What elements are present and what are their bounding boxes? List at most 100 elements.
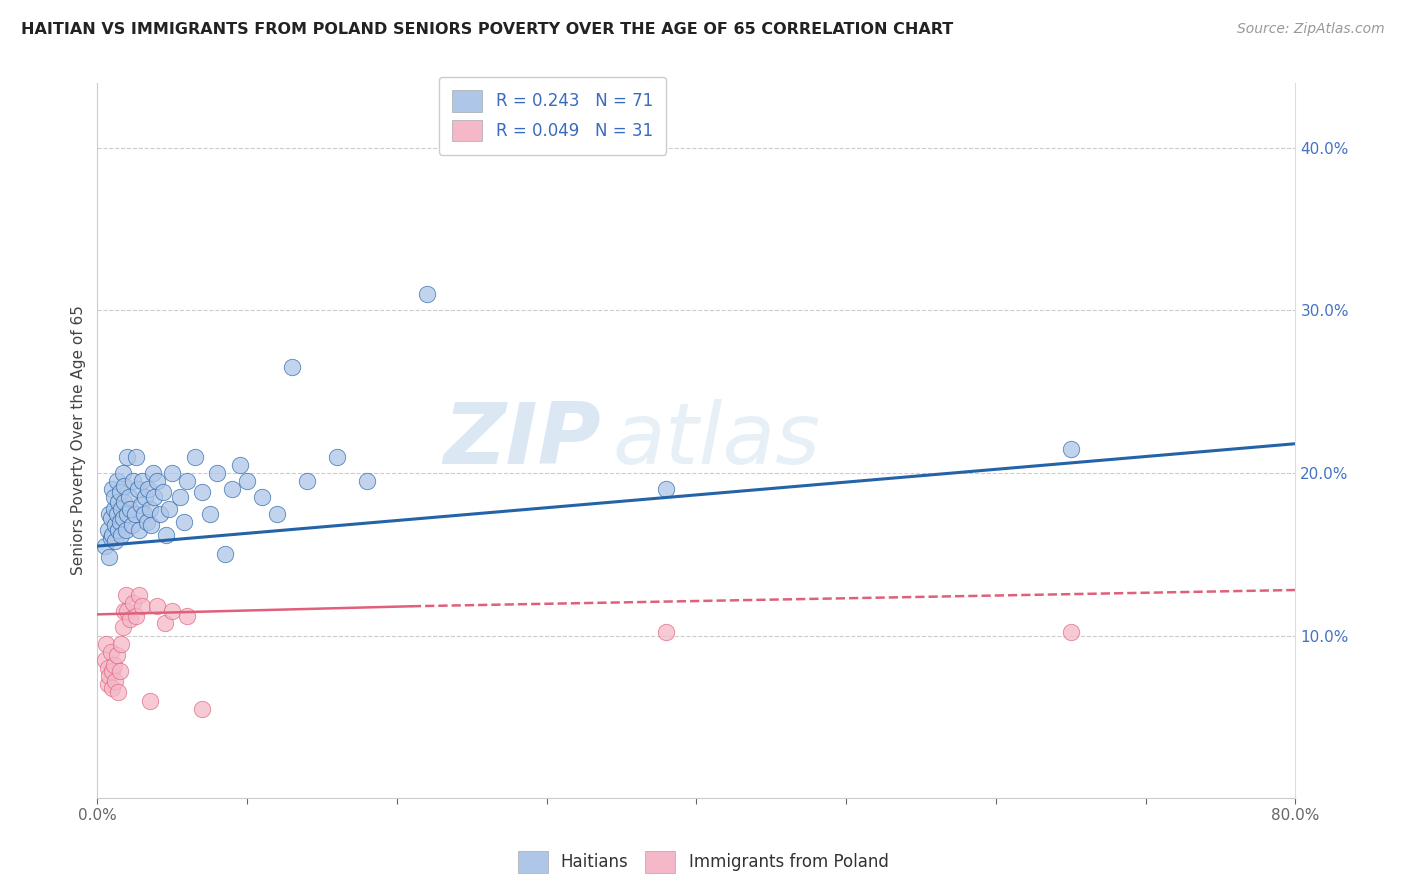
Point [125,450,148,464]
Point [221,482,243,496]
Point [114,523,136,537]
Point [110,637,132,651]
Point [111,466,134,480]
Point [198,507,221,521]
Point [96,637,118,651]
Point [139,501,162,516]
Point [104,518,127,533]
Text: Source: ZipAtlas.com: Source: ZipAtlas.com [1237,22,1385,37]
Point [94,539,117,553]
Point [132,507,155,521]
Legend: R = 0.243   N = 71, R = 0.049   N = 31: R = 0.243 N = 71, R = 0.049 N = 31 [439,77,666,154]
Point [141,518,163,533]
Point [134,491,156,505]
Point [149,507,172,521]
Point [105,507,128,521]
Point [100,531,122,545]
Point [108,485,131,500]
Point [118,491,141,505]
Point [103,491,125,505]
Point [169,491,191,505]
Point [120,501,142,516]
Point [176,609,198,624]
Point [131,599,153,614]
Point [112,495,135,509]
Point [117,450,139,464]
Point [160,466,183,480]
Point [228,458,250,472]
Point [250,491,273,505]
Point [655,482,678,496]
Point [416,287,439,301]
Legend: Haitians, Immigrants from Poland: Haitians, Immigrants from Poland [510,845,896,880]
Point [139,693,162,707]
Point [107,523,129,537]
Point [131,474,153,488]
Point [101,681,124,695]
Point [107,685,129,699]
Point [143,491,166,505]
Point [111,620,134,634]
Point [214,547,236,561]
Point [124,507,146,521]
Point [205,466,228,480]
Point [100,511,122,525]
Point [108,665,131,679]
Point [146,599,169,614]
Point [101,527,124,541]
Point [295,474,318,488]
Point [110,501,132,516]
Point [97,677,120,691]
Point [176,474,198,488]
Point [326,450,349,464]
Point [128,523,150,537]
Point [152,485,174,500]
Point [356,474,378,488]
Point [110,527,132,541]
Point [101,482,124,496]
Point [105,648,128,662]
Point [1060,442,1083,456]
Point [266,507,288,521]
Point [135,515,157,529]
Point [104,673,127,688]
Point [112,479,135,493]
Point [136,482,159,496]
Point [98,507,121,521]
Point [183,450,205,464]
Point [114,588,136,602]
Point [236,474,259,488]
Point [1060,625,1083,640]
Point [98,550,121,565]
Point [112,604,135,618]
Point [655,625,678,640]
Point [155,527,177,541]
Point [97,523,120,537]
Point [127,482,149,496]
Point [98,669,121,683]
Point [100,645,122,659]
Text: ZIP: ZIP [443,399,600,482]
Point [122,474,145,488]
Point [281,360,304,375]
Text: HAITIAN VS IMMIGRANTS FROM POLAND SENIORS POVERTY OVER THE AGE OF 65 CORRELATION: HAITIAN VS IMMIGRANTS FROM POLAND SENIOR… [21,22,953,37]
Point [103,501,125,516]
Point [97,661,120,675]
Point [122,596,145,610]
Point [120,612,142,626]
Point [111,511,134,525]
Point [191,485,214,500]
Point [105,474,128,488]
Point [129,499,152,513]
Point [191,701,214,715]
Point [104,534,127,549]
Point [117,604,139,618]
Point [160,604,183,618]
Point [94,653,117,667]
Point [173,515,195,529]
Point [125,609,148,624]
Point [108,515,131,529]
Text: atlas: atlas [613,399,821,482]
Point [103,657,125,672]
Point [146,474,169,488]
